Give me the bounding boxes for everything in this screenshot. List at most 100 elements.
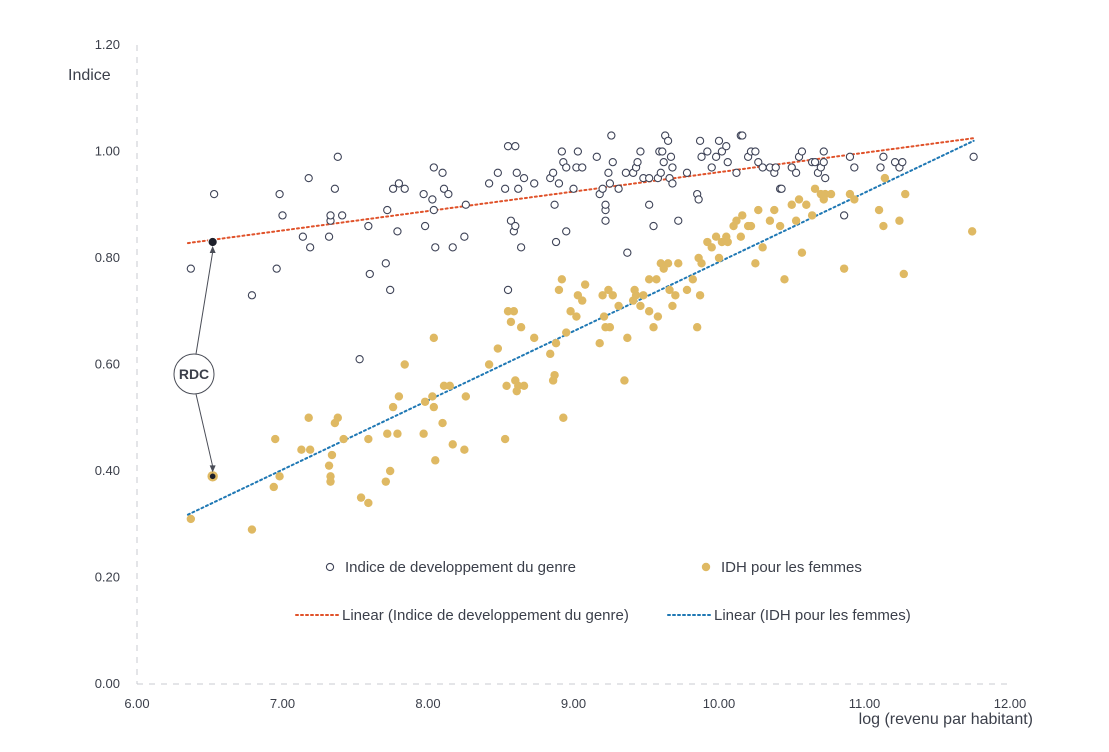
idh-point [775,221,785,231]
idg-point [723,157,732,167]
legend-open-circle-icon [325,562,335,572]
idh-point [711,232,721,241]
x-tick-label: 7.00 [270,696,295,711]
idg-point [386,285,395,295]
idg-point [431,243,440,252]
idg-point [519,173,529,183]
idh-point [364,498,373,508]
idh-point [356,493,366,502]
idh-point [448,440,457,449]
idg-point [550,200,559,209]
idh-point [460,445,469,454]
trendline-idh [186,139,975,516]
idh-point [550,370,559,380]
idh-point [608,291,617,300]
idg-point [500,184,510,193]
arrowhead-up-icon [209,246,216,254]
idh-point [580,280,590,289]
idh-point [614,301,623,311]
idh-point [652,275,661,284]
idh-point [438,418,447,428]
idg-point [636,147,645,156]
idg-point [621,168,631,177]
idh-point [899,269,908,279]
rdc-connector-top [195,251,214,355]
x-tick-label: 12.00 [994,696,1027,711]
idh-point [732,216,741,225]
idg-point [573,147,583,156]
idh-point [388,402,398,412]
idg-point [364,221,373,231]
idh-point [826,189,836,199]
idg-point [503,142,513,151]
idh-point [530,333,539,343]
idh-point [802,200,811,209]
idh-point [394,392,404,401]
idg-point [275,189,284,199]
idh-point [736,232,746,241]
idg-point [850,163,859,172]
legend-label: Linear (Indice de developpement du genre… [342,607,629,624]
idh-point [620,376,629,385]
idg-point [876,163,885,172]
rdc-connector-bottom [195,393,214,467]
idh-point [400,360,409,369]
data-points [186,131,978,534]
idh-point [502,381,511,390]
idh-point [326,477,335,486]
idh-point [429,402,439,412]
idg-point [601,200,610,209]
idg-point [604,168,613,177]
idg-point [388,184,398,193]
idh-point [500,434,510,444]
idg-point [562,163,571,172]
idh-point [880,173,890,183]
legend-label: IDH pour les femmes [721,559,862,576]
idg-point [668,163,677,172]
idh-point [599,312,609,321]
idg-point [365,269,374,279]
idh-point [850,195,859,204]
idh-point [723,237,732,247]
idh-point [559,413,568,422]
idh-point [780,275,789,284]
idh-point [439,381,449,390]
x-tick-label: 6.00 [124,696,149,711]
idg-point [381,259,390,268]
idh-point [663,259,673,268]
idh-point [327,450,337,460]
x-tick-label: 11.00 [849,696,881,711]
idg-point [438,168,447,177]
idg-point [659,157,668,167]
idh-point [631,291,641,300]
idg-point [562,227,571,236]
idg-point [663,136,673,145]
trendline-idg [186,137,975,245]
idg-point [717,147,727,156]
idg-point [484,179,494,188]
idh-point [671,291,680,300]
idg-point [797,147,807,156]
idh-point [551,339,561,348]
idh-point [305,445,315,454]
x-axis-title: log (revenu par habitant) [859,711,1033,728]
idg-point [324,232,334,241]
idh-point [429,333,439,343]
idg-point [711,152,721,161]
rdc-annotation: RDC [173,236,218,482]
rdc-idg-point [207,236,218,248]
idh-point [636,301,645,311]
rdc-idh-point-center [209,473,216,480]
idg-point [754,157,763,167]
idh-point [738,211,747,220]
idh-point [797,248,807,257]
idg-point [751,147,760,156]
idg-point [666,152,676,161]
idh-point [364,434,373,444]
idg-point [605,179,615,188]
idg-point [738,131,747,140]
idg-point [722,142,731,151]
idg-point [649,221,658,231]
idg-point [879,152,888,161]
idh-point [653,312,663,321]
